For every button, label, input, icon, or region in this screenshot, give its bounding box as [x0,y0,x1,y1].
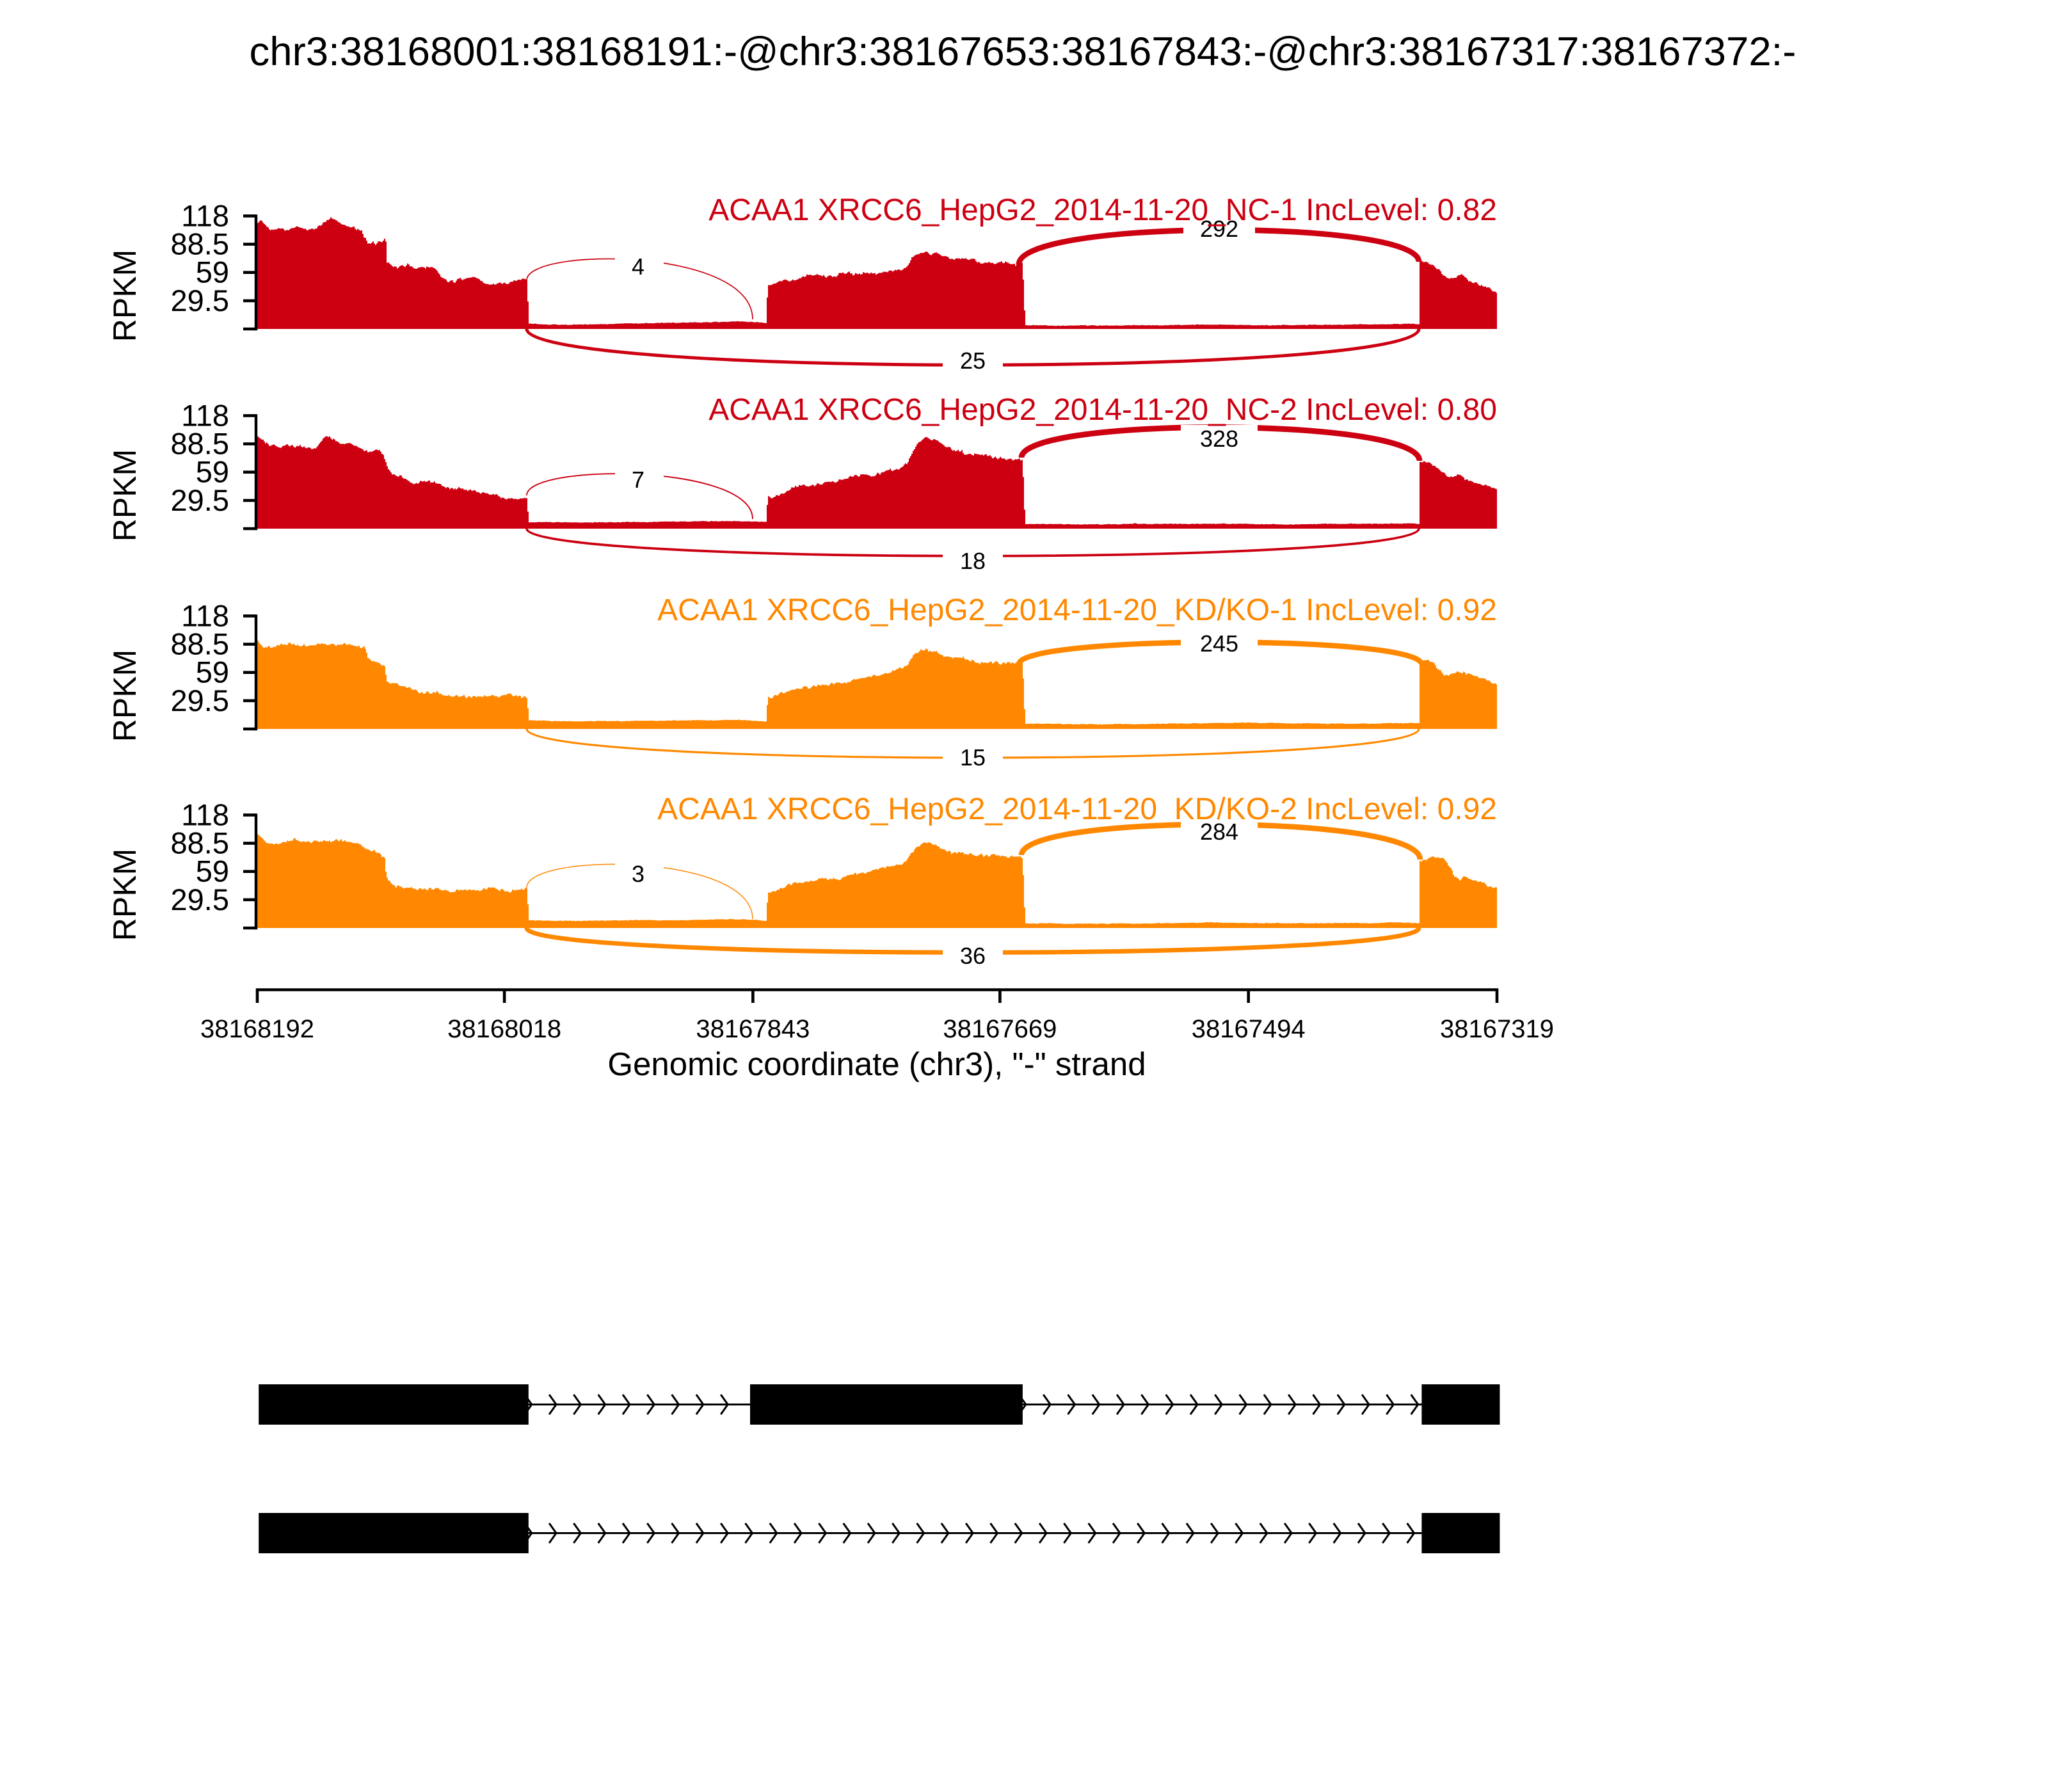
svg-text:38167669: 38167669 [943,1015,1057,1043]
svg-text:RPKM: RPKM [107,650,143,742]
svg-text:29.5: 29.5 [171,684,229,717]
svg-text:245: 245 [1200,630,1238,657]
svg-text:118: 118 [181,198,229,232]
svg-text:38168192: 38168192 [200,1015,314,1043]
svg-text:ACAA1 XRCC6_HepG2_2014-11-20_K: ACAA1 XRCC6_HepG2_2014-11-20_KD/KO-1 Inc… [657,593,1497,627]
svg-text:RPKM: RPKM [107,250,143,342]
svg-text:4: 4 [632,253,644,280]
svg-text:328: 328 [1200,426,1238,452]
svg-text:88.5: 88.5 [171,227,229,261]
svg-text:chr3:38168001:38168191:-@chr3:: chr3:38168001:38168191:-@chr3:38167653:3… [250,29,1796,74]
svg-text:25: 25 [960,348,986,374]
svg-text:29.5: 29.5 [171,483,229,517]
svg-text:29.5: 29.5 [171,284,229,317]
svg-text:59: 59 [196,655,229,689]
svg-text:59: 59 [196,455,229,489]
svg-text:ACAA1 XRCC6_HepG2_2014-11-20_N: ACAA1 XRCC6_HepG2_2014-11-20_NC-2 IncLev… [708,393,1497,427]
svg-text:88.5: 88.5 [171,826,229,860]
svg-text:36: 36 [960,943,986,969]
svg-text:29.5: 29.5 [171,883,229,916]
svg-text:38167843: 38167843 [696,1015,810,1043]
svg-text:18: 18 [960,548,986,574]
svg-text:38167494: 38167494 [1192,1015,1306,1043]
svg-text:284: 284 [1200,819,1238,845]
svg-text:59: 59 [196,255,229,289]
svg-text:118: 118 [181,797,229,831]
svg-text:Genomic coordinate (chr3), "-": Genomic coordinate (chr3), "-" strand [607,1046,1146,1082]
svg-text:7: 7 [632,467,644,493]
svg-text:3: 3 [632,861,644,887]
svg-text:15: 15 [960,744,986,771]
svg-text:ACAA1 XRCC6_HepG2_2014-11-20_N: ACAA1 XRCC6_HepG2_2014-11-20_NC-1 IncLev… [708,193,1497,227]
svg-text:118: 118 [181,398,229,432]
svg-text:292: 292 [1200,216,1238,242]
svg-text:RPKM: RPKM [107,849,143,941]
svg-text:88.5: 88.5 [171,427,229,461]
svg-text:88.5: 88.5 [171,627,229,661]
svg-text:RPKM: RPKM [107,449,143,541]
svg-text:ACAA1 XRCC6_HepG2_2014-11-20_K: ACAA1 XRCC6_HepG2_2014-11-20_KD/KO-2 Inc… [657,792,1497,826]
svg-text:59: 59 [196,854,229,888]
svg-text:38167319: 38167319 [1440,1015,1554,1043]
svg-text:38168018: 38168018 [447,1015,561,1043]
svg-text:118: 118 [181,598,229,632]
